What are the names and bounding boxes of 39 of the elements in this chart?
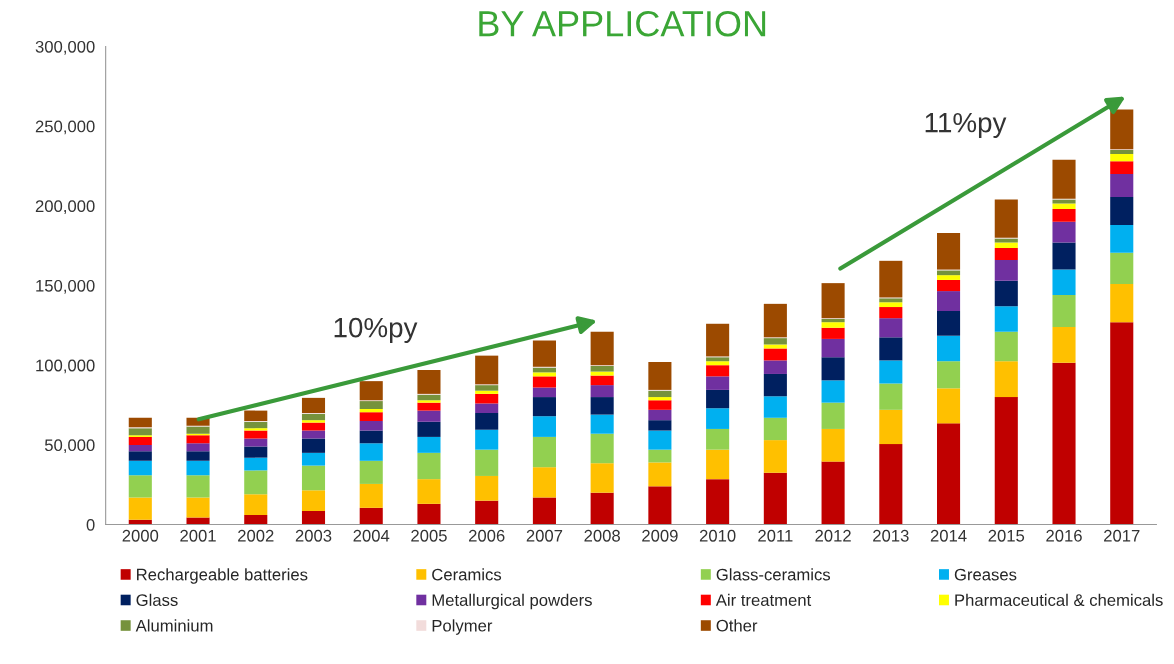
y-tick-label: 50,000 (44, 439, 95, 454)
legend-label: Greases (954, 568, 1017, 581)
legend-label: Other (716, 619, 758, 632)
legend-label: Rechargeable batteries (137, 568, 308, 584)
legend-label: Ceramics (432, 568, 502, 581)
x-tick-label: 2015 (988, 529, 1025, 542)
x-tick-label: 2011 (758, 529, 793, 542)
x-tick-label: 2014 (930, 529, 967, 542)
y-tick-label: 0 (86, 518, 95, 531)
legend-label: Glass-ceramics (716, 568, 831, 581)
x-tick-label: 2003 (295, 529, 332, 542)
annotation: 11%py (925, 112, 1007, 138)
y-tick-label: 100,000 (36, 359, 95, 374)
x-tick-label: 2017 (1104, 529, 1140, 542)
y-tick-label: 250,000 (35, 120, 95, 135)
y-tick-label: 200,000 (35, 200, 95, 215)
x-tick-label: 2007 (526, 529, 563, 542)
x-tick-label: 2004 (353, 529, 390, 542)
x-tick-label: 2005 (411, 529, 447, 542)
legend-label: Polymer (432, 619, 493, 635)
annotation: 10%py (334, 317, 418, 343)
x-tick-label: 2012 (815, 529, 851, 542)
x-tick-label: 2000 (122, 529, 159, 542)
y-tick-label: 300,000 (35, 40, 95, 55)
x-tick-label: 2016 (1046, 529, 1082, 542)
legend-label: Glass (136, 593, 178, 607)
legend-label: Pharmaceutical & chemicals (955, 593, 1163, 607)
legend-label: Air treatment (715, 593, 812, 607)
x-tick-label: 2001 (180, 529, 216, 542)
legend-label: Metallurgical powders (432, 593, 592, 610)
y-tick-label: 150,000 (36, 279, 95, 294)
x-tick-label: 2008 (584, 529, 620, 542)
legend-label: Aluminium (135, 619, 213, 632)
x-tick-label: 2009 (642, 529, 678, 542)
x-tick-label: 2006 (469, 529, 505, 542)
chart-title: BY APPLICATION (479, 10, 766, 37)
x-tick-label: 2002 (238, 529, 274, 542)
x-tick-label: 2010 (699, 529, 736, 542)
x-tick-label: 2013 (873, 529, 909, 542)
